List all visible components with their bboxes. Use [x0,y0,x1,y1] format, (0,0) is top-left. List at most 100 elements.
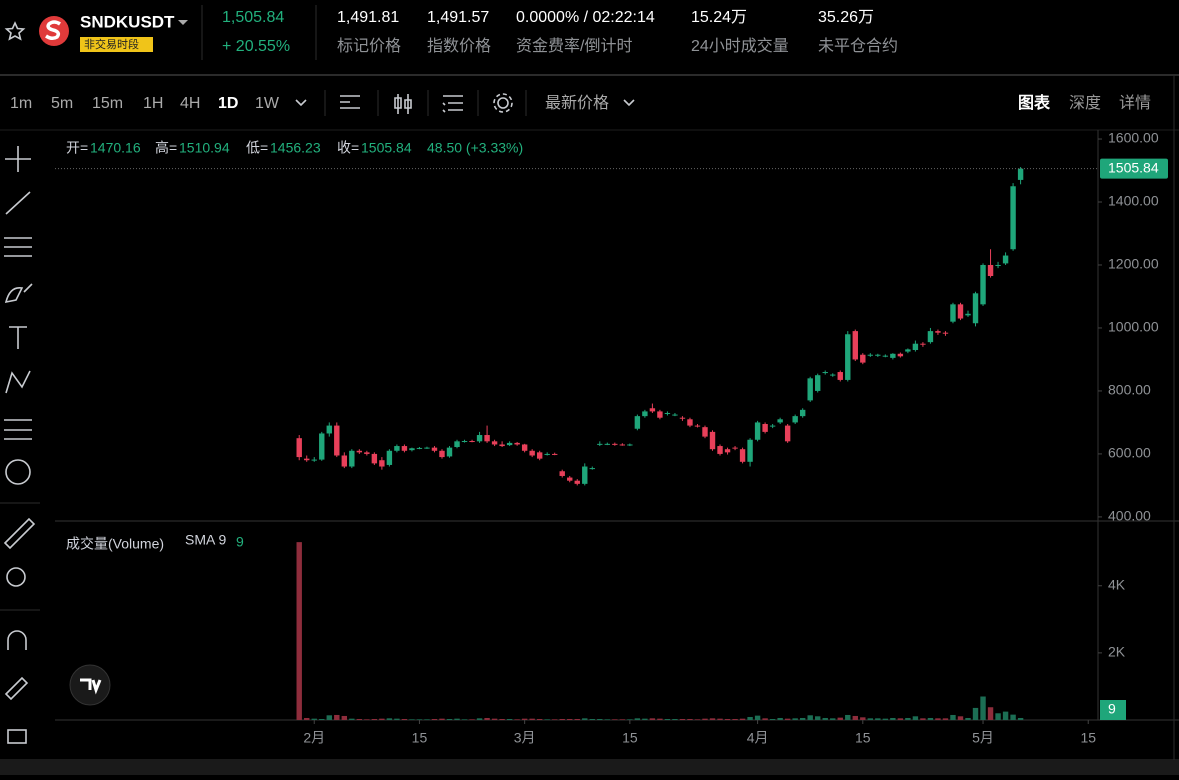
volume-bar [747,716,753,720]
tool[interactable] [5,459,31,485]
candle-body [574,480,580,484]
volume-bar [334,714,340,720]
divider [0,502,40,611]
tool[interactable] [5,191,31,215]
symbol[interactable]: SNDKUSDT [80,12,175,31]
candle-body [664,412,671,414]
candle-body [491,441,498,445]
volume-bar [499,718,505,720]
tool[interactable] [9,326,27,349]
icon[interactable] [340,95,360,109]
sma-badge-label: 9 [1108,701,1116,717]
interval[interactable]: 1D [218,95,238,112]
candle-body [792,416,798,423]
volume-bar [845,714,851,720]
volume-bar [799,717,806,720]
candle-body [341,455,348,467]
volume-bar [672,718,678,720]
volume-bar [657,718,663,720]
volume-bar [860,717,866,720]
interval[interactable]: 15m [92,95,123,112]
volume-bar [461,719,468,720]
candle-body [807,378,813,401]
volume-bar [304,717,310,720]
candle-body [529,450,535,456]
tool[interactable] [4,676,29,701]
volume-bar [1017,717,1024,720]
candle-body [815,375,821,391]
interval[interactable]: 5m [51,95,73,112]
view-tab[interactable]: 图表 [1018,93,1051,112]
interval[interactable]: 1H [143,95,163,112]
volume-bar [769,718,776,720]
volume-bar [875,718,881,720]
candle-body [619,444,626,446]
volume-bar [574,718,580,720]
tool[interactable] [6,567,26,587]
volume-bar [702,718,708,720]
candle-body [439,450,445,458]
view-tab[interactable]: 详情 [1119,94,1151,112]
dropdown[interactable] [295,99,635,107]
volume-bar [409,719,415,720]
y-tick-label: 1600.00 [1108,130,1159,146]
candle-body [304,458,310,461]
last-price-label: 1505.84 [1108,159,1159,175]
tool[interactable] [7,729,27,744]
last-price: 1,505.84 [222,9,284,26]
candle-body [582,466,588,484]
volume-bar [972,707,979,720]
x-tick-label: 3月 [514,730,536,746]
icon[interactable] [442,95,463,113]
volume-bar [687,718,693,720]
candle-body [1017,168,1024,180]
icon[interactable] [394,94,412,114]
candle-body [897,353,904,357]
drawing-tools [0,146,111,744]
candle-body [830,374,836,376]
candle-body [732,447,738,449]
tool[interactable] [5,146,31,172]
candle-body [476,435,483,442]
volume-bar [739,718,746,720]
volume-bar [559,718,565,720]
interval[interactable]: 1m [10,95,32,112]
view-tab[interactable]: 深度 [1069,94,1101,112]
x-tick-label: 15 [855,730,871,746]
candle-body [386,450,393,465]
tool[interactable] [5,370,31,394]
indicator: SMA 9 [185,532,226,548]
volume-bar [634,718,641,720]
settings-icon[interactable] [493,93,513,113]
interval[interactable]: 1W [255,95,280,112]
candle-body [319,433,325,460]
tv-logo [80,678,102,695]
logo-mark [45,20,61,41]
favorite-star[interactable] [4,21,26,41]
volume-bar [536,718,543,720]
volume-bar [807,715,813,720]
tool[interactable] [7,630,27,650]
volume-bar [950,714,956,720]
candle-body [649,408,656,412]
tool[interactable] [3,517,36,550]
candle-body [401,446,408,451]
tool[interactable] [4,237,32,257]
change-pct: + 20.55% [222,38,290,55]
candle-body [777,419,783,423]
dropdown[interactable] [178,20,188,25]
candle-body [589,468,595,470]
candle-body [747,439,753,462]
candle-body [416,447,423,449]
volume-bar [852,715,858,720]
candle-body [927,331,934,343]
volume-bar [679,718,686,720]
volume-bar [664,718,671,720]
settings-icon[interactable] [497,97,509,109]
price-type[interactable]: 最新价格 [545,94,609,112]
candle-body [1002,255,1009,264]
tool[interactable] [4,283,33,304]
interval[interactable]: 4H [180,95,200,112]
tool[interactable] [4,419,32,440]
candle-body [371,453,378,464]
